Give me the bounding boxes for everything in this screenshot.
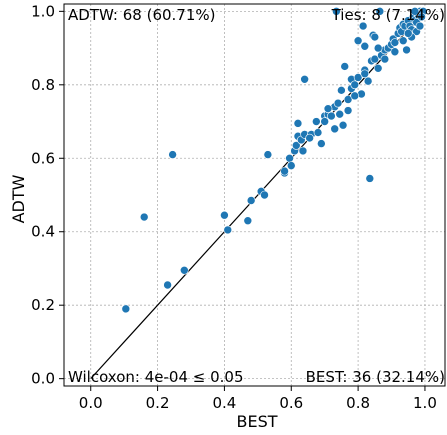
data-point (317, 139, 326, 148)
data-point (286, 161, 296, 170)
y-ticks: 0.0 0.2 0.4 0.6 0.8 1.0 (31, 2, 64, 388)
data-point (335, 109, 345, 119)
data-point (390, 38, 400, 47)
data-point (360, 69, 370, 79)
data-point (139, 212, 149, 222)
data-point (180, 265, 189, 275)
y-axis-label: ADTW (9, 174, 28, 223)
data-point (410, 7, 420, 16)
data-point (390, 47, 400, 57)
x-tick-label: 0.0 (79, 394, 103, 412)
data-point (398, 36, 408, 46)
data-point (280, 166, 289, 176)
x-tick-label: 0.4 (212, 394, 236, 412)
data-point (358, 21, 368, 31)
data-point (360, 41, 370, 51)
y-tick-label: 0.0 (31, 370, 55, 388)
data-point (243, 216, 253, 226)
y-tick-label: 0.8 (31, 76, 55, 94)
data-point (220, 210, 229, 220)
data-point (370, 32, 380, 42)
data-point (263, 150, 273, 159)
data-point (353, 36, 363, 46)
data-point (333, 98, 343, 108)
data-point (168, 150, 177, 159)
data-point (340, 62, 350, 71)
plot-frame (63, 3, 446, 387)
data-point (291, 141, 301, 150)
diagonal-line (90, 10, 426, 380)
data-point (298, 146, 308, 156)
data-point (223, 225, 233, 235)
annotation-top-right: Ties: 8 (7.14%) (331, 6, 445, 24)
data-point (373, 43, 383, 53)
data-point (415, 21, 425, 31)
data-point (320, 117, 329, 126)
data-point (402, 45, 411, 55)
annotation-bottom-right: BEST: 36 (32.14%) (306, 368, 445, 386)
points (121, 7, 428, 314)
x-tick-label: 1.0 (413, 394, 437, 412)
data-point (343, 95, 353, 104)
data-point (323, 104, 333, 113)
data-point (380, 54, 390, 64)
x-tick-label: 0.8 (346, 394, 370, 412)
data-point (260, 190, 269, 200)
y-tick-label: 0.2 (31, 296, 55, 314)
data-point (350, 80, 360, 90)
data-point (121, 304, 131, 314)
x-ticks: 0.0 0.2 0.4 0.6 0.8 1.0 (79, 386, 437, 412)
data-point (293, 119, 303, 128)
y-tick-label: 0.6 (31, 149, 55, 167)
data-point (313, 128, 323, 137)
data-point (337, 86, 346, 95)
x-tick-label: 0.2 (146, 394, 170, 412)
annotation-top-left: ADTW: 68 (60.71%) (68, 6, 216, 24)
data-point (332, 7, 341, 16)
data-point (285, 153, 294, 163)
data-point (417, 12, 426, 22)
data-point (300, 74, 309, 84)
data-point (327, 111, 336, 121)
data-point (370, 54, 380, 64)
data-point (246, 196, 256, 205)
data-point (338, 120, 348, 130)
x-axis-label: BEST (236, 412, 277, 431)
data-point (343, 106, 353, 115)
data-point (363, 76, 373, 86)
x-tick-label: 0.6 (279, 394, 303, 412)
data-point (365, 174, 375, 183)
data-point (353, 73, 363, 82)
data-point (330, 124, 340, 134)
y-tick-label: 1.0 (31, 2, 55, 20)
data-point (350, 91, 360, 101)
data-point (403, 29, 413, 38)
data-point (312, 117, 321, 126)
data-point (373, 63, 383, 73)
annotation-bottom-left: Wilcoxon: 4e-04 ≤ 0.05 (68, 368, 244, 386)
y-tick-label: 0.4 (31, 223, 55, 241)
data-point (305, 133, 314, 143)
data-point (375, 7, 385, 16)
data-point (163, 280, 172, 290)
